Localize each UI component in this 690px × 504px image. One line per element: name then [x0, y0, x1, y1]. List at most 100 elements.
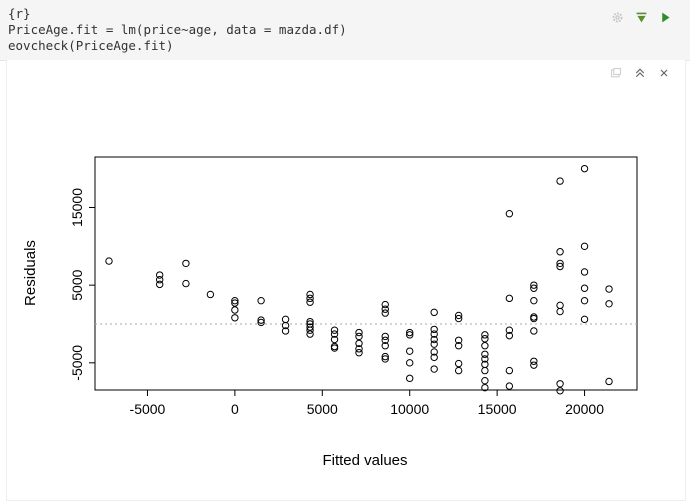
residual-point: [155, 276, 164, 284]
residual-point: [231, 296, 239, 305]
residual-point: [355, 345, 363, 353]
residual-point: [430, 330, 438, 338]
residual-point: [580, 284, 589, 292]
residual-point: [530, 357, 538, 365]
x-axis-label: Fitted values: [322, 452, 407, 469]
residual-point: [481, 350, 489, 358]
residual-point: [381, 300, 389, 309]
residual-point: [281, 327, 290, 335]
code-line[interactable]: PriceAge.fit = lm(price~age, data = mazd…: [8, 22, 347, 37]
chunk-language-tag: {r}: [8, 6, 31, 21]
run-above-icon[interactable]: [634, 10, 648, 24]
residual-point: [556, 177, 564, 185]
residual-point: [481, 331, 489, 339]
residual-point: [580, 315, 589, 324]
residual-point: [306, 330, 314, 338]
residual-point: [430, 340, 438, 348]
residual-point: [580, 268, 589, 276]
residual-point: [281, 315, 290, 324]
code-chunk[interactable]: {r} PriceAge.fit = lm(price~age, data = m…: [0, 0, 690, 61]
residual-point: [454, 359, 463, 368]
x-tick-label: -5000: [130, 401, 166, 417]
residual-point: [206, 290, 215, 299]
residual-point: [381, 305, 389, 313]
residual-point: [231, 299, 239, 307]
clear-output-icon[interactable]: [657, 66, 671, 80]
collapse-output-icon[interactable]: [633, 66, 647, 80]
residual-point: [306, 290, 314, 299]
residual-point: [330, 330, 339, 338]
x-tick-label: 15000: [478, 401, 517, 417]
residual-point: [556, 380, 564, 388]
residual-point: [454, 314, 463, 323]
residual-point: [481, 342, 489, 350]
residual-point: [406, 328, 414, 337]
x-tick-label: 0: [231, 401, 239, 417]
residual-point: [530, 361, 538, 369]
x-tick-label: 5000: [307, 401, 338, 417]
residual-point: [430, 325, 438, 334]
residual-point: [330, 335, 339, 344]
residual-point: [430, 348, 438, 356]
residual-point: [605, 300, 613, 308]
residual-point: [182, 279, 190, 288]
residual-point: [406, 331, 414, 339]
residual-point: [430, 308, 438, 317]
residual-point: [182, 259, 190, 268]
chunk-toolbar: [610, 10, 672, 24]
residual-point: [454, 366, 463, 375]
residual-point: [580, 242, 589, 251]
residual-point: [530, 314, 538, 323]
residual-point: [505, 331, 514, 340]
residual-point: [306, 317, 314, 326]
data-points: [105, 164, 613, 395]
residual-point: [605, 377, 613, 386]
residual-point: [556, 301, 564, 310]
y-axis-label: Residuals: [22, 240, 39, 306]
code-editor[interactable]: {r} PriceAge.fit = lm(price~age, data = m…: [8, 6, 347, 54]
residual-point: [530, 327, 538, 335]
run-chunk-icon[interactable]: [658, 10, 672, 24]
show-in-window-icon[interactable]: [609, 66, 623, 80]
residual-point: [306, 326, 314, 334]
plot-frame: [94, 156, 638, 391]
residual-point: [481, 366, 489, 375]
residual-point: [381, 342, 389, 350]
y-tick-label: -5000: [69, 345, 85, 381]
residual-point: [381, 336, 389, 344]
residual-point: [306, 298, 314, 306]
residual-point: [481, 335, 489, 343]
residual-point: [330, 326, 339, 334]
residual-point: [505, 382, 514, 390]
residual-point: [580, 164, 589, 173]
residual-point: [530, 281, 538, 289]
residual-point: [505, 326, 514, 334]
residual-point: [454, 336, 463, 344]
output-toolbar: [609, 66, 671, 80]
gear-icon[interactable]: [610, 10, 624, 24]
residual-point: [381, 352, 389, 361]
residual-point: [355, 332, 363, 341]
y-tick-label: 15000: [69, 188, 85, 227]
residual-point: [430, 353, 438, 362]
residual-point: [257, 318, 265, 327]
x-tick-label: 10000: [390, 401, 429, 417]
residual-point: [406, 374, 414, 383]
residual-point: [355, 339, 363, 348]
residual-point: [481, 383, 489, 392]
residual-point: [381, 355, 389, 363]
residual-point: [454, 311, 463, 320]
residuals-plot: -5000 0 5000 10000 15000 20000 -5000 5000 15000…: [22, 156, 638, 469]
residual-point: [257, 316, 265, 324]
chunk-output: -5000 0 5000 10000 15000 20000 -5000 5000 15000…: [6, 60, 686, 501]
residual-point: [530, 296, 538, 305]
residual-point: [556, 248, 564, 256]
residual-point: [231, 306, 239, 314]
residual-point: [105, 257, 113, 265]
residual-point: [355, 349, 363, 357]
residual-point: [306, 294, 314, 303]
code-line[interactable]: eovcheck(PriceAge.fit): [8, 38, 174, 53]
residual-point: [430, 365, 438, 373]
residual-point: [155, 271, 164, 279]
residual-point: [605, 285, 613, 293]
